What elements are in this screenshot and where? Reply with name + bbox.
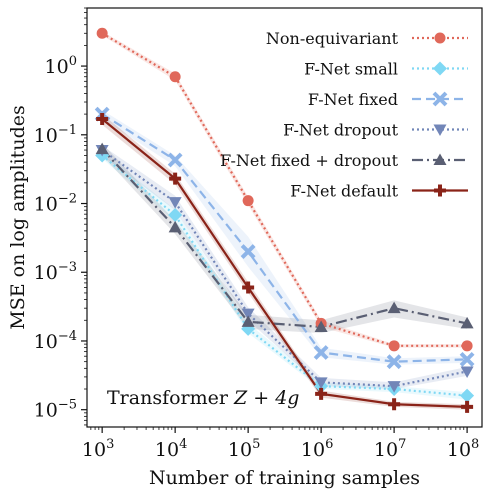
data-point xyxy=(388,398,401,411)
legend-marker xyxy=(433,61,447,76)
axis-ticks xyxy=(81,7,468,433)
y-tick-label: 10−4 xyxy=(34,329,77,353)
annotation-math: Z + 4g xyxy=(233,387,299,409)
y-tick-label: 10−2 xyxy=(34,192,77,216)
data-point xyxy=(95,142,109,155)
data-point xyxy=(460,316,474,329)
data-point xyxy=(387,381,401,393)
data-point xyxy=(460,388,475,403)
data-point xyxy=(168,220,182,233)
chart-annotation: Transformer Z + 4g xyxy=(107,387,299,409)
series-line xyxy=(101,118,468,408)
data-point xyxy=(314,377,328,389)
data-point xyxy=(461,340,473,352)
series-band xyxy=(102,31,468,348)
data-point xyxy=(169,71,181,83)
data-point xyxy=(386,354,402,370)
data-point xyxy=(387,301,401,314)
data-point xyxy=(242,281,255,294)
data-point xyxy=(315,387,328,400)
data-point xyxy=(241,315,255,327)
series-line xyxy=(101,154,468,397)
tick-labels: 103 104 105 106 107 108 100 10−1 10−2 10−3 10−4 10−… xyxy=(34,54,480,461)
data-point xyxy=(313,345,329,360)
annotation-text: Transformer xyxy=(107,387,234,409)
series-line xyxy=(101,113,468,363)
x-tick-label: 106 xyxy=(301,437,333,461)
series-band xyxy=(102,109,468,365)
y-tick-label: 10−5 xyxy=(34,398,77,422)
data-point xyxy=(242,195,254,207)
data-point xyxy=(96,112,109,125)
legend-marker xyxy=(434,184,446,197)
legend: Non-equivariant F-Net small F-Net fixed F-N… xyxy=(220,29,468,201)
uncertainty-bands xyxy=(102,31,468,410)
x-axis-label: Number of training samples xyxy=(149,467,420,489)
y-tick-label: 10−3 xyxy=(34,260,77,284)
data-point xyxy=(241,308,255,321)
legend-marker xyxy=(434,32,446,44)
data-point xyxy=(461,400,474,413)
series-markers xyxy=(94,27,475,413)
series-line xyxy=(101,148,468,329)
data-point xyxy=(96,27,108,39)
series-band xyxy=(102,143,468,334)
y-axis-label: MSE on log amplitudes xyxy=(7,105,29,330)
x-tick-label: 103 xyxy=(82,437,114,461)
series-lines xyxy=(101,32,468,408)
legend-label: F-Net fixed + dropout xyxy=(220,151,398,170)
y-tick-label: 10−1 xyxy=(34,123,77,147)
legend-label: F-Net default xyxy=(290,182,398,201)
data-point xyxy=(388,340,400,352)
data-point xyxy=(169,172,182,185)
y-tick-label: 100 xyxy=(45,54,77,78)
data-point xyxy=(168,197,182,209)
data-point xyxy=(168,208,183,223)
data-point xyxy=(460,366,474,378)
plot-frame xyxy=(86,7,483,428)
legend-label: Non-equivariant xyxy=(266,29,399,48)
data-point xyxy=(167,152,183,168)
x-tick-label: 104 xyxy=(155,437,187,461)
x-tick-label: 107 xyxy=(374,437,406,461)
legend-marker xyxy=(432,91,448,107)
legend-marker xyxy=(433,153,447,165)
x-tick-label: 108 xyxy=(447,437,479,461)
legend-marker xyxy=(433,124,447,136)
legend-label: F-Net small xyxy=(304,60,398,79)
legend-label: F-Net dropout xyxy=(283,121,398,140)
data-point xyxy=(240,244,256,259)
data-point xyxy=(459,351,475,367)
legend-label: F-Net fixed xyxy=(308,90,398,109)
x-tick-label: 105 xyxy=(228,437,260,461)
data-point xyxy=(314,320,328,332)
series-band xyxy=(102,145,468,390)
series-line xyxy=(101,32,468,347)
